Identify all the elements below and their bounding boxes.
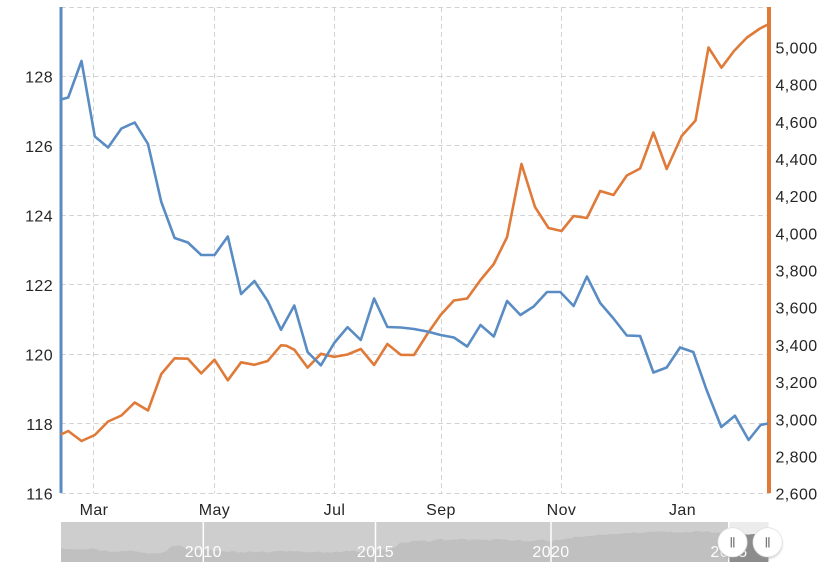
svg-text:2,800: 2,800 (776, 450, 818, 467)
svg-text:4,600: 4,600 (776, 115, 818, 132)
svg-text:Jul: Jul (324, 502, 346, 519)
svg-text:Mar: Mar (80, 502, 109, 519)
svg-text:4,800: 4,800 (776, 78, 818, 95)
svg-text:3,000: 3,000 (776, 412, 818, 429)
svg-text:2015: 2015 (357, 544, 394, 561)
svg-text:Nov: Nov (547, 502, 577, 519)
svg-text:3,600: 3,600 (776, 301, 818, 318)
svg-text:4,400: 4,400 (776, 152, 818, 169)
svg-text:2010: 2010 (185, 544, 222, 561)
svg-text:Jan: Jan (669, 502, 696, 519)
svg-text:4,000: 4,000 (776, 226, 818, 243)
svg-text:3,400: 3,400 (776, 338, 818, 355)
svg-text:Sep: Sep (426, 502, 456, 519)
svg-text:120: 120 (25, 348, 53, 365)
svg-text:3,800: 3,800 (776, 264, 818, 281)
svg-text:2020: 2020 (532, 544, 569, 561)
svg-text:118: 118 (26, 417, 53, 434)
svg-text:128: 128 (25, 70, 53, 87)
svg-text:5,000: 5,000 (776, 40, 818, 57)
svg-text:4,200: 4,200 (776, 189, 818, 206)
svg-text:2,600: 2,600 (776, 487, 818, 504)
svg-text:May: May (199, 502, 230, 519)
svg-text:124: 124 (25, 209, 53, 226)
svg-text:3,200: 3,200 (776, 375, 818, 392)
svg-text:126: 126 (25, 139, 53, 156)
svg-text:116: 116 (26, 487, 53, 504)
svg-text:122: 122 (25, 278, 53, 295)
